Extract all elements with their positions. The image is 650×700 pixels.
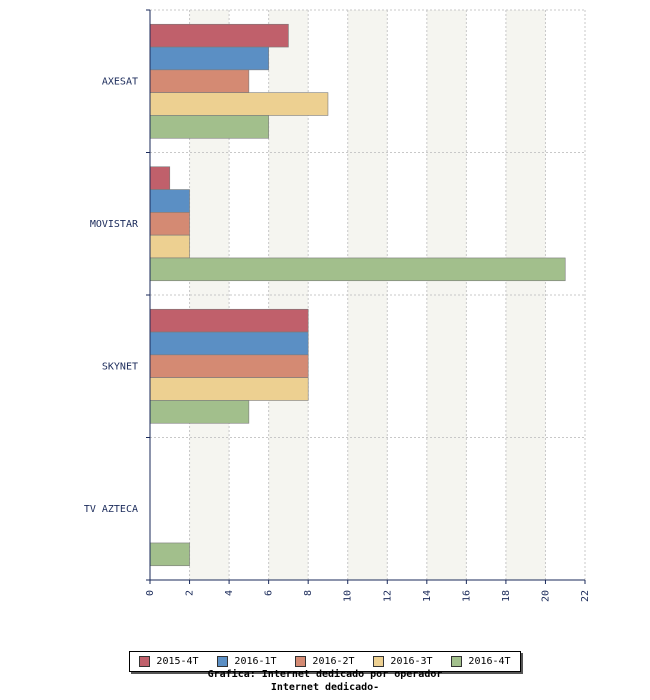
- category-label: AXESAT: [102, 76, 138, 87]
- bar: [149, 23, 289, 48]
- x-tick-label: 16: [461, 590, 472, 602]
- bar: [149, 234, 190, 259]
- legend-item: 2016-3T: [373, 656, 433, 667]
- legend-label: 2016-1T: [234, 656, 277, 667]
- category-label: MOVISTAR: [90, 219, 139, 230]
- legend-swatch: [373, 656, 385, 667]
- bar: [149, 400, 250, 424]
- legend-label: 2016-4T: [468, 656, 511, 667]
- caption-line-1: Grafica: Internet dedicado por operador: [207, 669, 443, 680]
- category-label: TV AZTECA: [84, 504, 138, 515]
- x-tick-label: 6: [264, 590, 275, 596]
- x-tick-label: 10: [343, 590, 354, 602]
- category-label: SKYNET: [102, 361, 138, 372]
- x-tick-label: 22: [580, 590, 591, 602]
- legend-label: 2015-4T: [156, 656, 199, 667]
- bar: [149, 46, 269, 71]
- bar-chart: 0 2 4 6 8 10 12 14 16 18 20 22 AXESAT MOVISTAR SKYNET…: [84, 9, 591, 602]
- bar: [149, 69, 250, 93]
- x-tick-label: 18: [501, 590, 512, 602]
- bar: [149, 92, 329, 116]
- legend-swatch: [295, 656, 307, 667]
- x-tick-label: 14: [422, 590, 433, 602]
- bar: [149, 377, 309, 401]
- legend-item: 2015-4T: [139, 656, 199, 667]
- bar: [149, 331, 309, 356]
- bar: [149, 257, 566, 282]
- legend-item: 2016-1T: [217, 656, 277, 667]
- legend-swatch: [217, 656, 229, 667]
- bar: [149, 212, 190, 236]
- caption: Grafica: Internet dedicado por operador …: [0, 668, 650, 694]
- x-tick-label: 0: [145, 590, 156, 596]
- bar: [149, 166, 171, 190]
- x-tick-label: 12: [382, 590, 393, 602]
- category-labels: AXESAT MOVISTAR SKYNET TV AZTECA: [84, 76, 139, 515]
- legend-label: 2016-2T: [312, 656, 355, 667]
- legend-swatch: [139, 656, 151, 667]
- bar: [149, 115, 269, 139]
- bar: [149, 189, 190, 213]
- x-tick-label: 2: [185, 590, 196, 596]
- axes: [146, 9, 586, 584]
- x-tick-label: 20: [540, 590, 551, 602]
- legend-label: 2016-3T: [390, 656, 433, 667]
- caption-line-2: Internet dedicado-: [270, 682, 380, 693]
- x-tick-labels: 0 2 4 6 8 10 12 14 16 18 20 22: [145, 590, 591, 602]
- legend-item: 2016-2T: [295, 656, 355, 667]
- legend-swatch: [451, 656, 463, 667]
- bar: [149, 354, 309, 378]
- bar: [149, 308, 309, 333]
- legend-item: 2016-4T: [451, 656, 511, 667]
- bar: [149, 542, 190, 567]
- bars: [149, 23, 566, 567]
- x-tick-label: 8: [303, 590, 314, 596]
- legend: 2015-4T 2016-1T 2016-2T 2016-3T 2016-4T: [129, 651, 521, 672]
- x-tick-label: 4: [224, 590, 235, 596]
